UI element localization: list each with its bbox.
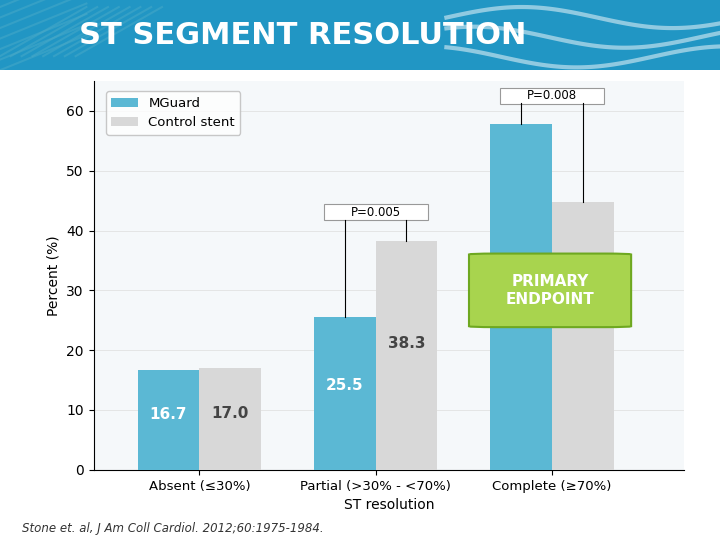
Legend: MGuard, Control stent: MGuard, Control stent [106,91,240,134]
Text: 38.3: 38.3 [387,336,426,352]
Text: 17.0: 17.0 [212,407,249,421]
FancyBboxPatch shape [323,204,428,220]
Text: 44.7: 44.7 [564,315,601,330]
Bar [314,318,376,470]
Text: 25.5: 25.5 [326,379,364,394]
Text: ST SEGMENT RESOLUTION: ST SEGMENT RESOLUTION [78,21,526,50]
Bar [490,124,552,470]
Text: Stone et. al, J Am Coll Cardiol. 2012;60:1975-1984.: Stone et. al, J Am Coll Cardiol. 2012;60… [22,522,323,535]
Text: PRIMARY
ENDPOINT: PRIMARY ENDPOINT [505,274,595,307]
Text: P=0.008: P=0.008 [527,90,577,103]
Bar [552,202,613,470]
Text: 57.8: 57.8 [503,272,540,287]
Y-axis label: Percent (%): Percent (%) [47,235,60,316]
Bar [376,241,437,470]
FancyBboxPatch shape [469,254,631,327]
Bar [199,368,261,470]
Text: 16.7: 16.7 [150,407,187,422]
X-axis label: ST resolution: ST resolution [343,498,434,512]
FancyBboxPatch shape [0,0,720,70]
Bar [138,370,199,470]
Text: P=0.005: P=0.005 [351,206,400,219]
FancyBboxPatch shape [500,87,604,104]
